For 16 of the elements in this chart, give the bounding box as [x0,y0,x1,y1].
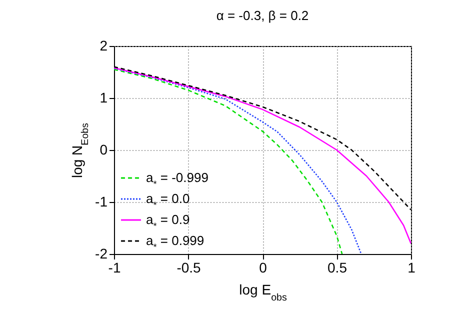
chart-title: α = -0.3, β = 0.2 [216,8,309,23]
y-tick-label: -1 [95,194,108,210]
legend-label: a$_{*}$ = 0.9 [146,212,190,231]
legend-label: a$_{*}$ = 0.999 [146,233,204,252]
legend-label: a$_{*}$ = 0.0 [146,191,190,210]
x-tick-label: 0.5 [328,260,348,276]
x-axis-title: log E$_{obs}$ [239,282,287,303]
x-tick-label: 1 [408,260,416,276]
y-tick-label: 0 [100,142,108,158]
y-tick-label: 2 [100,38,108,54]
x-tick-label: -0.5 [176,260,202,276]
y-tick-label: -2 [95,246,108,262]
x-tick-label: 0 [259,260,268,276]
y-tick-label: 1 [100,90,108,106]
legend-label: a$_{*}$ = -0.999 [146,170,208,189]
line-series [114,67,411,244]
